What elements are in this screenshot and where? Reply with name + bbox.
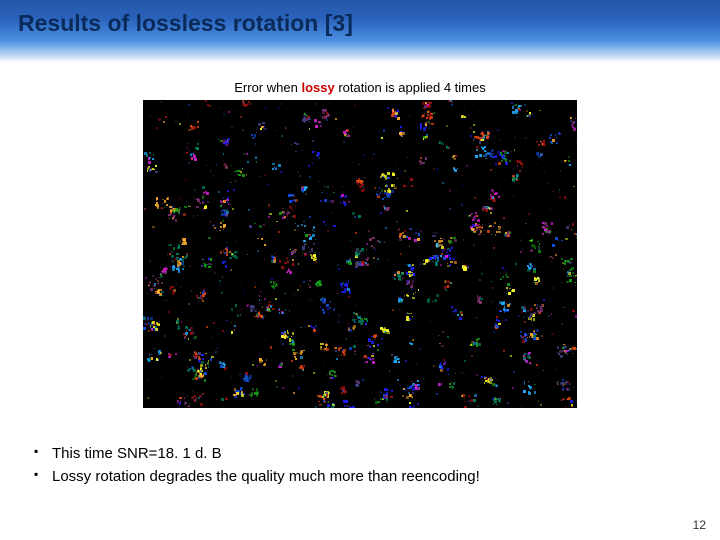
caption-post: rotation is applied 4 times bbox=[335, 80, 486, 95]
bullet-item: Lossy rotation degrades the quality much… bbox=[34, 465, 684, 488]
page-number: 12 bbox=[693, 518, 706, 532]
error-figure bbox=[143, 100, 577, 408]
figure-caption: Error when lossy rotation is applied 4 t… bbox=[0, 80, 720, 95]
bullet-list: This time SNR=18. 1 d. B Lossy rotation … bbox=[34, 442, 684, 489]
caption-emph: lossy bbox=[301, 80, 334, 95]
bullet-item: This time SNR=18. 1 d. B bbox=[34, 442, 684, 465]
caption-pre: Error when bbox=[234, 80, 301, 95]
slide-title: Results of lossless rotation [3] bbox=[18, 10, 353, 37]
